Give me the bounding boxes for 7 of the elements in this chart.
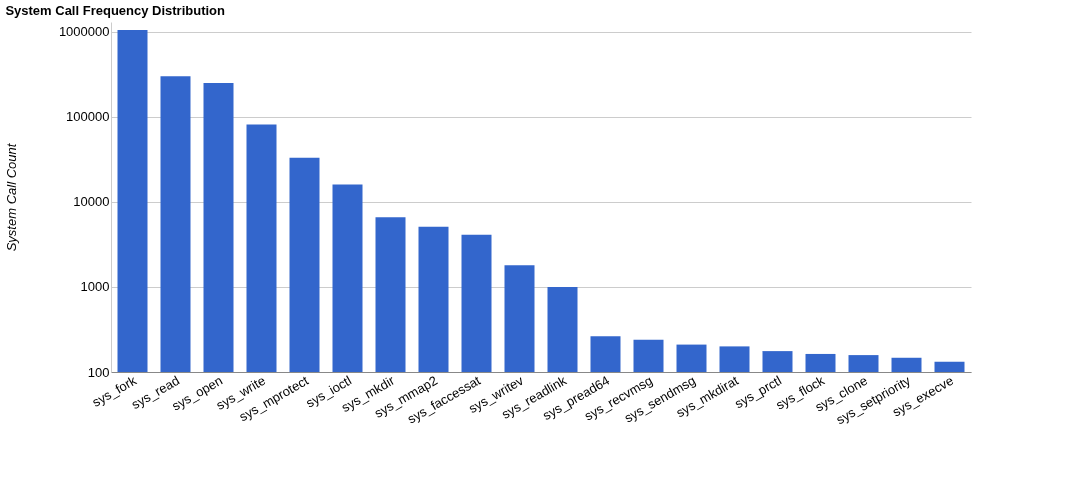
chart-title: System Call Frequency Distribution	[5, 3, 226, 18]
y-axis-title: System Call Count	[3, 142, 19, 252]
y-tick-label: 100	[87, 364, 110, 380]
y-tick-label: 10000	[73, 194, 110, 210]
y-tick-label: 1000	[80, 279, 110, 295]
y-tick-label: 1000000	[58, 24, 110, 40]
y-tick-label: 100000	[66, 109, 110, 125]
